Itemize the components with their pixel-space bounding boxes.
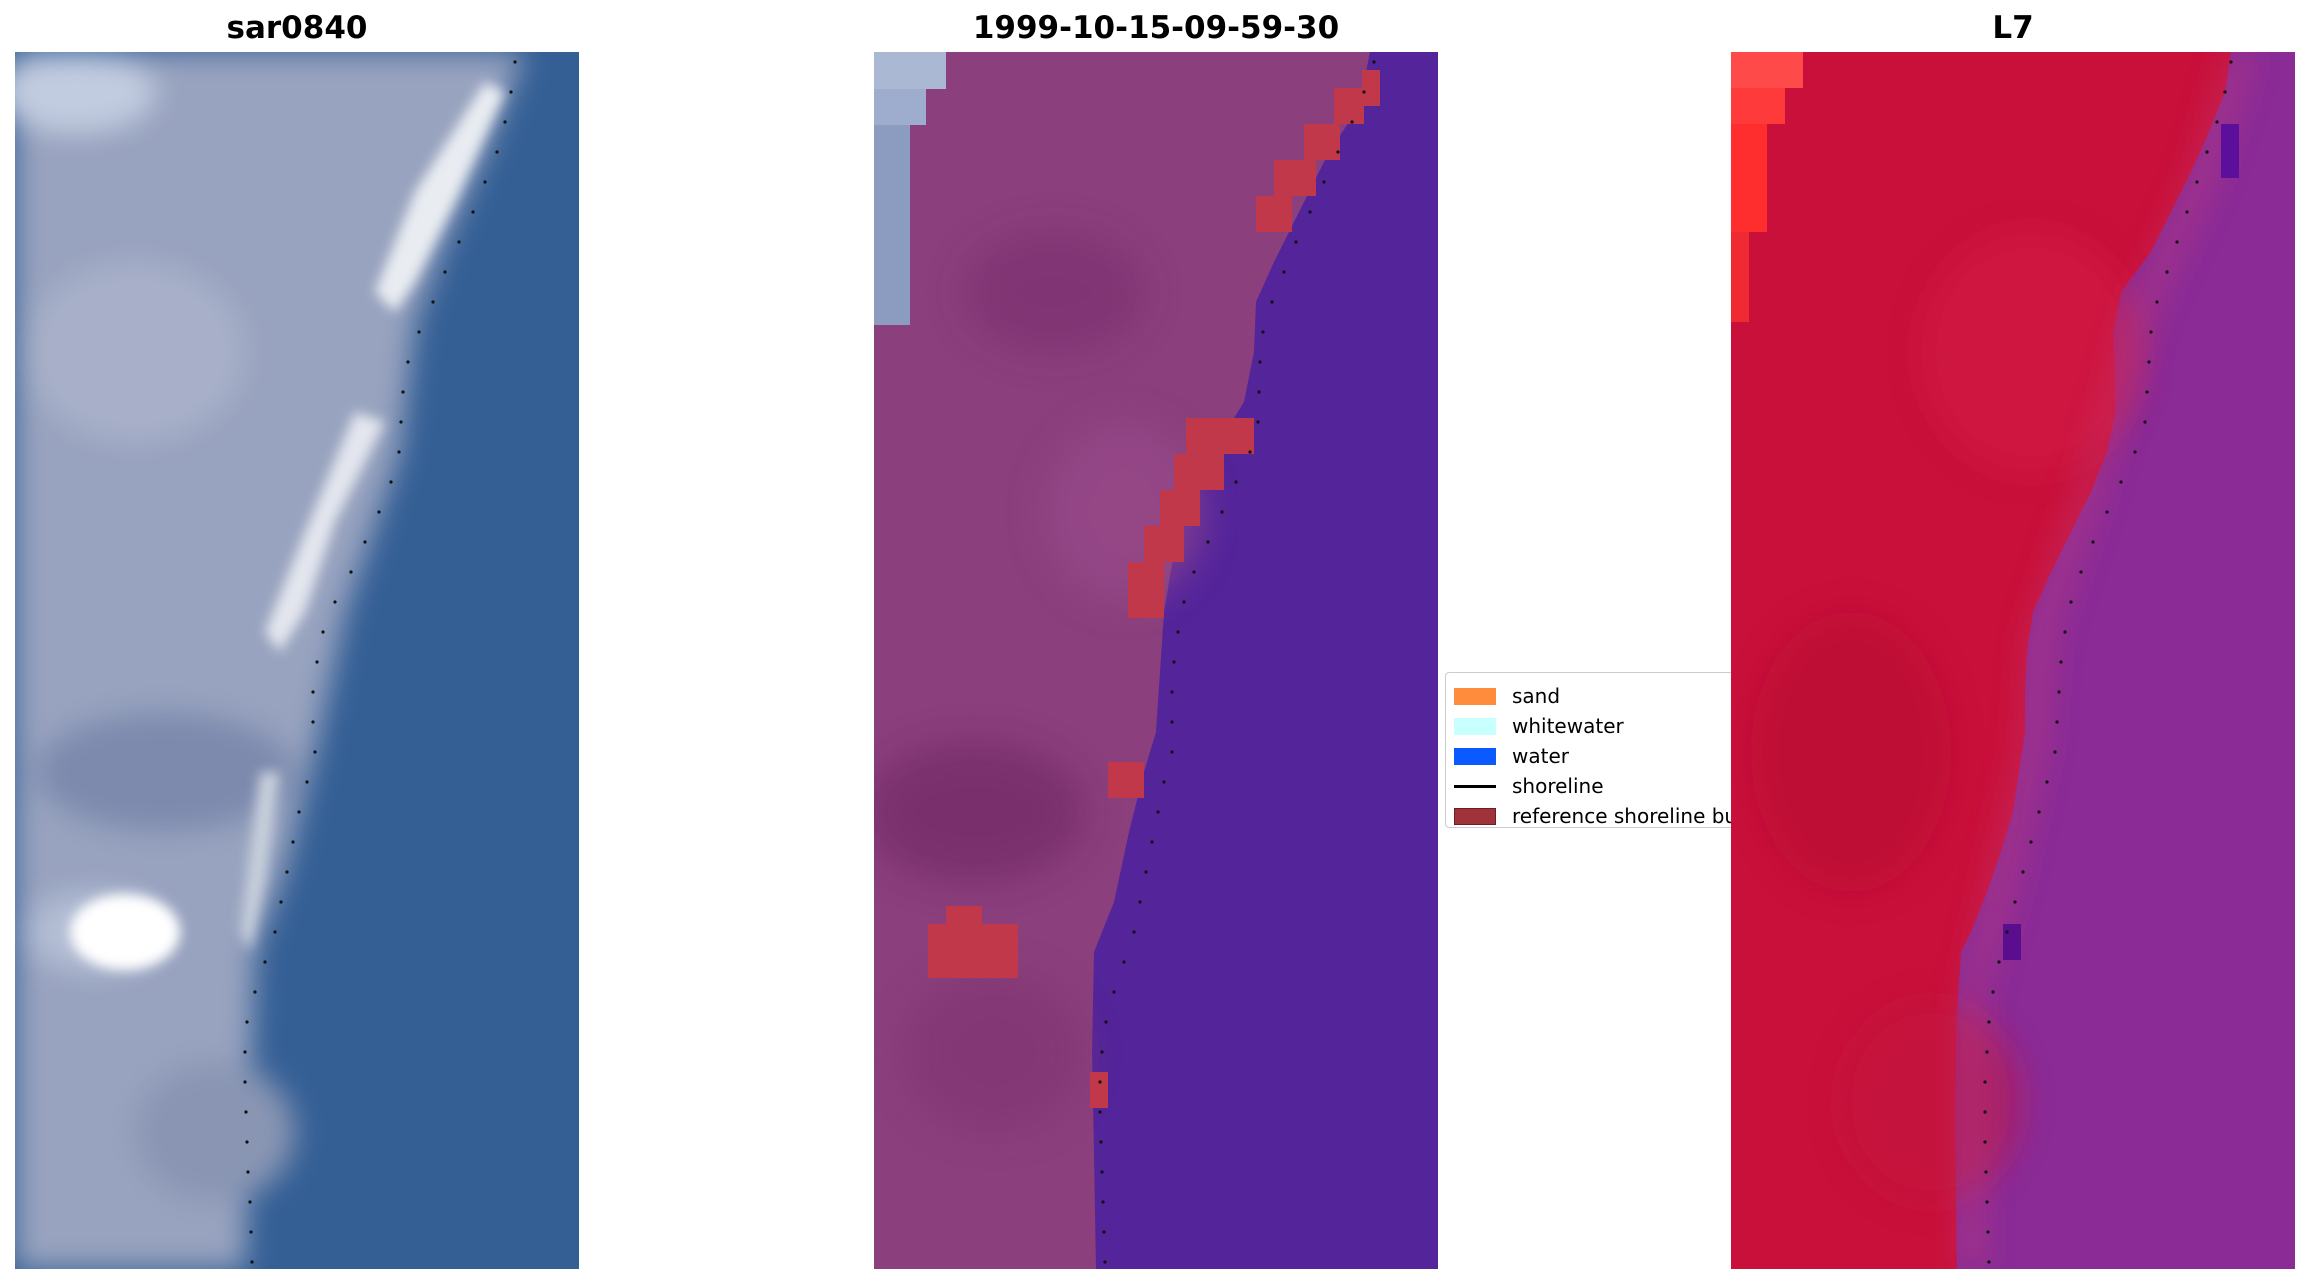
- l7-image: [1731, 52, 2295, 1269]
- rgb-image: [15, 52, 579, 1269]
- legend-label: shoreline: [1512, 774, 1604, 798]
- legend-item-water: water: [1454, 741, 1569, 771]
- legend-label: sand: [1512, 684, 1561, 708]
- legend-swatch-reference-buffer: [1454, 807, 1496, 825]
- legend: sand whitewater water shoreline referenc…: [1445, 672, 1731, 828]
- classified-shoreline: [1098, 60, 1376, 1264]
- legend-item-reference-buffer: reference shoreline buffer: [1454, 801, 1731, 828]
- legend-item-shoreline: shoreline: [1454, 771, 1604, 801]
- l7-image-panel: [1731, 52, 2295, 1269]
- legend-label: reference shoreline buffer: [1512, 804, 1731, 828]
- panel-title-rgb: sar0840: [226, 10, 368, 46]
- legend-label: whitewater: [1512, 714, 1624, 738]
- rgb-beach: [70, 82, 505, 970]
- classified-sky-strip: [874, 52, 946, 325]
- l7-red-edge: [1731, 52, 1803, 322]
- legend-item-sand: sand: [1454, 681, 1560, 711]
- legend-label: water: [1512, 744, 1569, 768]
- legend-swatch-sand: [1454, 687, 1496, 705]
- panel-title-classified: 1999-10-15-09-59-30: [972, 10, 1340, 46]
- classified-image: [874, 52, 1438, 1269]
- rgb-shoreline: [243, 60, 517, 1264]
- legend-swatch-whitewater: [1454, 717, 1496, 735]
- legend-swatch-water: [1454, 747, 1496, 765]
- rgb-image-panel: [15, 52, 579, 1269]
- classified-image-panel: [874, 52, 1438, 1269]
- panel-title-l7: L7: [1992, 10, 2034, 46]
- legend-line-shoreline: [1454, 784, 1496, 788]
- reference-shoreline-buffer: [928, 70, 1380, 1108]
- l7-shoreline: [1983, 60, 2233, 1264]
- legend-item-whitewater: whitewater: [1454, 711, 1624, 741]
